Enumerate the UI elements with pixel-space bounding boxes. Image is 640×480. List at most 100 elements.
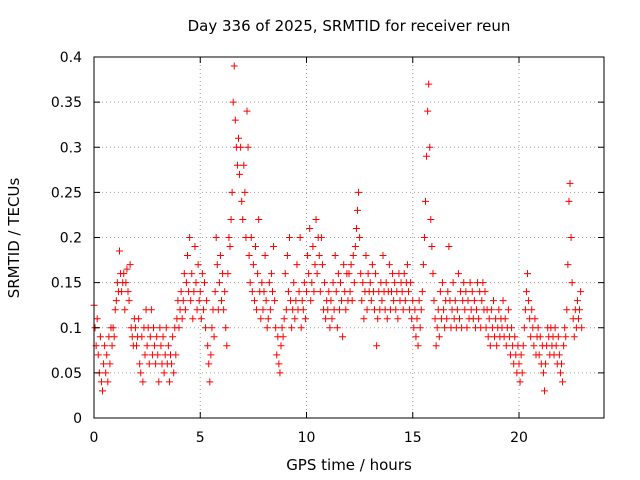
data-point: [93, 315, 101, 323]
data-point: [443, 315, 451, 323]
data-point: [362, 252, 370, 260]
data-point: [325, 288, 333, 296]
data-point: [332, 288, 340, 296]
data-point: [118, 288, 126, 296]
data-point: [475, 315, 483, 323]
data-point: [486, 342, 494, 350]
data-point: [398, 288, 406, 296]
data-point: [188, 270, 196, 278]
data-point: [271, 297, 279, 305]
data-point: [177, 288, 185, 296]
data-point: [451, 297, 459, 305]
data-point: [479, 279, 487, 287]
data-point: [156, 324, 164, 332]
data-point: [145, 360, 153, 368]
data-point: [560, 342, 568, 350]
data-point: [172, 351, 180, 359]
data-point: [239, 215, 247, 223]
data-point: [152, 360, 160, 368]
data-point: [160, 369, 168, 377]
data-point: [310, 288, 318, 296]
data-point: [197, 315, 205, 323]
data-point: [351, 243, 359, 251]
data-point: [135, 315, 143, 323]
data-point: [575, 315, 582, 323]
data-point: [293, 261, 301, 269]
data-point: [568, 279, 576, 287]
data-point: [290, 279, 298, 287]
data-point: [516, 378, 524, 386]
data-point: [292, 297, 300, 305]
data-point: [240, 161, 248, 169]
data-point: [345, 270, 353, 278]
data-point: [253, 306, 261, 314]
data-point: [279, 333, 287, 341]
data-point: [436, 288, 444, 296]
x-tick-label: 10: [298, 430, 316, 446]
data-point: [508, 324, 516, 332]
data-point: [416, 324, 424, 332]
data-point: [193, 306, 201, 314]
data-points: [90, 62, 586, 395]
data-point: [189, 315, 197, 323]
data-point: [334, 270, 342, 278]
data-point: [201, 279, 208, 287]
data-point: [198, 270, 206, 278]
data-point: [564, 261, 572, 269]
data-point: [213, 261, 221, 269]
data-point: [499, 297, 507, 305]
data-point: [468, 288, 476, 296]
x-tick-label: 5: [196, 430, 205, 446]
data-point: [244, 143, 252, 151]
data-point: [221, 288, 229, 296]
data-point: [573, 297, 581, 305]
y-tick-label: 0.3: [60, 140, 82, 156]
data-point: [164, 342, 172, 350]
data-point: [392, 306, 400, 314]
data-point: [527, 333, 535, 341]
data-point: [561, 324, 569, 332]
data-point: [429, 270, 437, 278]
data-point: [108, 342, 116, 350]
data-point: [194, 261, 202, 269]
y-tick-label: 0.1: [60, 321, 82, 337]
data-point: [192, 279, 200, 287]
data-point: [352, 224, 360, 232]
data-point: [426, 143, 434, 151]
data-point: [300, 279, 308, 287]
data-point: [473, 306, 480, 314]
data-point: [321, 279, 329, 287]
data-point: [439, 279, 446, 287]
data-point: [301, 315, 309, 323]
data-point: [259, 306, 267, 314]
data-point: [445, 243, 453, 251]
data-point: [288, 324, 296, 332]
data-point: [261, 252, 269, 260]
data-point: [272, 324, 280, 332]
data-point: [466, 279, 474, 287]
data-point: [147, 306, 155, 314]
data-point: [180, 270, 188, 278]
data-point: [195, 297, 203, 305]
data-point: [378, 297, 386, 305]
data-point: [101, 342, 109, 350]
data-point: [328, 315, 336, 323]
data-point: [541, 387, 548, 395]
data-point: [567, 234, 575, 241]
data-point: [141, 351, 149, 359]
data-point: [306, 224, 314, 232]
data-point: [577, 288, 585, 296]
data-point: [121, 306, 129, 314]
axis-ticks: 0 0.05 0.1 0.15 0.2 0.25 0.3 0.35 0.4 0 5 10 15 20: [51, 50, 604, 446]
data-point: [255, 215, 263, 223]
data-point: [124, 288, 132, 296]
data-point: [162, 324, 170, 332]
data-point: [430, 297, 438, 305]
data-point: [407, 279, 415, 287]
data-point: [327, 297, 335, 305]
data-point: [179, 297, 187, 305]
data-point: [136, 360, 144, 368]
data-point: [264, 315, 272, 323]
data-point: [191, 243, 199, 251]
x-tick-label: 15: [404, 430, 422, 446]
